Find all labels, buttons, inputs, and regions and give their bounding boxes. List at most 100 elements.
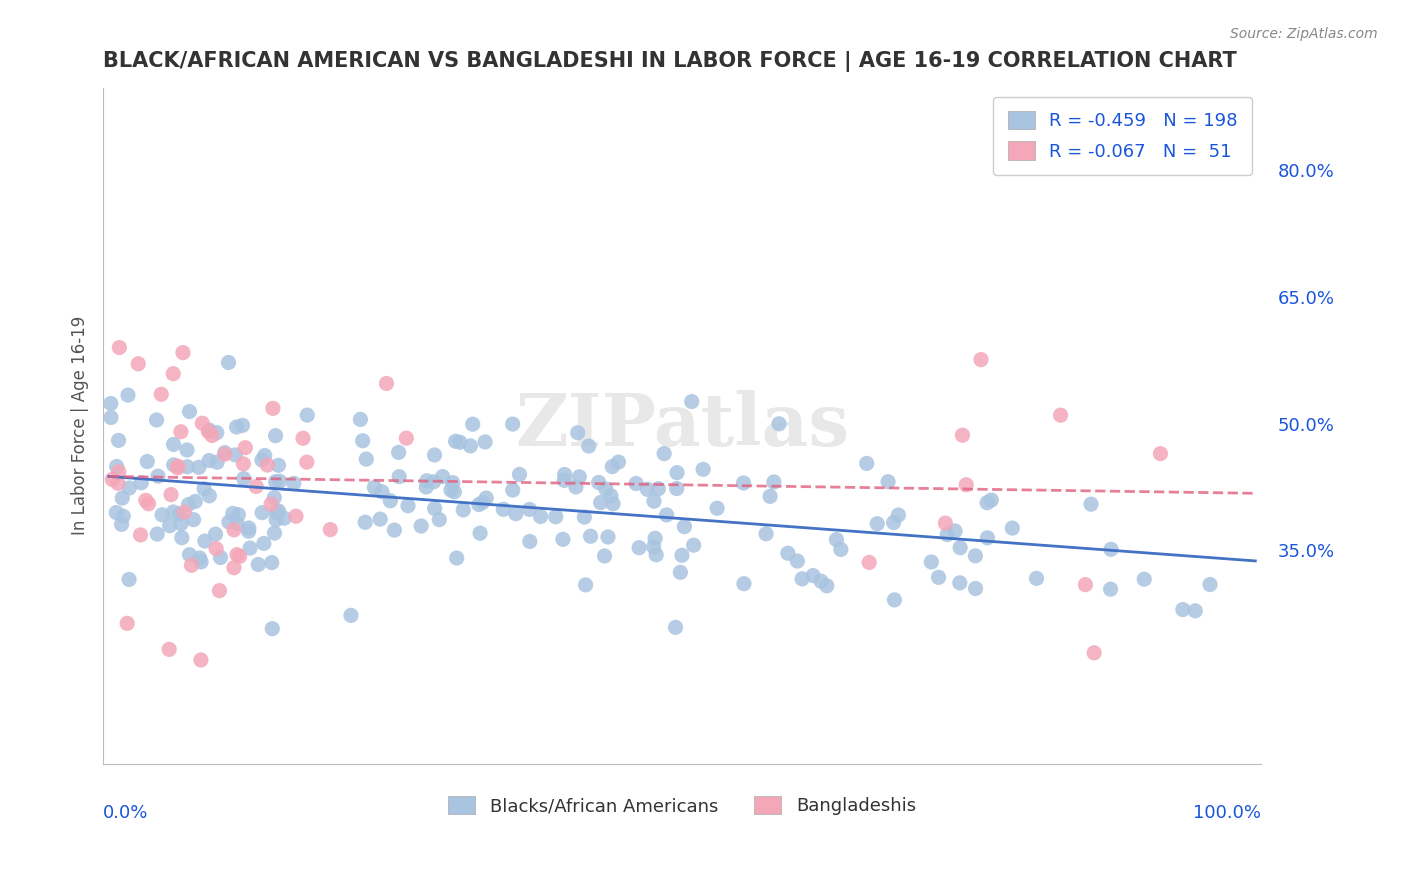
Bangladeshis — [197, 425, 219, 439]
Text: ZIPatlas: ZIPatlas — [515, 390, 849, 461]
Blacks/African Americans — [449, 435, 471, 450]
Blacks/African Americans — [105, 506, 128, 520]
Bangladeshis — [395, 431, 418, 445]
Blacks/African Americans — [231, 418, 253, 433]
Bangladeshis — [955, 478, 977, 492]
Blacks/African Americans — [655, 508, 678, 522]
Blacks/African Americans — [112, 509, 135, 524]
Blacks/African Americans — [260, 556, 283, 570]
Blacks/African Americans — [647, 482, 669, 496]
Bangladeshis — [226, 548, 249, 562]
Blacks/African Americans — [118, 481, 141, 495]
Blacks/African Americans — [706, 501, 728, 516]
Blacks/African Americans — [193, 482, 215, 496]
Blacks/African Americans — [250, 506, 273, 520]
Blacks/African Americans — [877, 475, 900, 489]
Blacks/African Americans — [492, 502, 515, 516]
Blacks/African Americans — [183, 513, 205, 527]
Blacks/African Americans — [159, 518, 181, 533]
Blacks/African Americans — [825, 533, 848, 547]
Bangladeshis — [1083, 646, 1105, 660]
Blacks/African Americans — [645, 548, 668, 562]
Blacks/African Americans — [1080, 497, 1102, 511]
Blacks/African Americans — [222, 507, 245, 521]
Blacks/African Americans — [553, 474, 575, 488]
Blacks/African Americans — [460, 439, 482, 453]
Blacks/African Americans — [176, 459, 198, 474]
Blacks/African Americans — [600, 459, 623, 474]
Blacks/African Americans — [267, 504, 290, 518]
Blacks/African Americans — [1184, 604, 1206, 618]
Y-axis label: In Labor Force | Age 16-19: In Labor Force | Age 16-19 — [72, 316, 89, 535]
Blacks/African Americans — [943, 524, 966, 538]
Blacks/African Americans — [263, 526, 285, 541]
Blacks/African Americans — [239, 541, 262, 555]
Blacks/African Americans — [169, 507, 191, 521]
Blacks/African Americans — [146, 527, 169, 541]
Blacks/African Americans — [363, 480, 385, 494]
Blacks/African Americans — [100, 410, 122, 425]
Blacks/African Americans — [759, 489, 782, 503]
Blacks/African Americans — [198, 489, 221, 503]
Blacks/African Americans — [866, 516, 889, 531]
Blacks/African Americans — [928, 570, 950, 584]
Bangladeshis — [222, 560, 245, 574]
Blacks/African Americans — [118, 573, 141, 587]
Blacks/African Americans — [1199, 577, 1222, 591]
Blacks/African Americans — [671, 549, 693, 563]
Bangladeshis — [101, 472, 124, 486]
Bangladeshis — [1049, 408, 1071, 422]
Bangladeshis — [173, 505, 195, 519]
Bangladeshis — [190, 653, 212, 667]
Blacks/African Americans — [665, 482, 688, 496]
Blacks/African Americans — [423, 448, 446, 462]
Blacks/African Americans — [415, 480, 437, 494]
Blacks/African Americans — [502, 483, 524, 497]
Blacks/African Americans — [762, 475, 785, 489]
Blacks/African Americans — [502, 417, 524, 431]
Blacks/African Americans — [266, 505, 288, 519]
Blacks/African Americans — [297, 408, 319, 422]
Blacks/African Americans — [776, 546, 799, 560]
Blacks/African Americans — [666, 466, 689, 480]
Blacks/African Americans — [117, 388, 139, 402]
Blacks/African Americans — [179, 404, 201, 418]
Blacks/African Americans — [810, 574, 832, 589]
Blacks/African Americans — [786, 554, 808, 568]
Blacks/African Americans — [190, 555, 212, 569]
Blacks/African Americans — [432, 469, 454, 483]
Blacks/African Americans — [194, 534, 217, 549]
Blacks/African Americans — [440, 483, 463, 497]
Blacks/African Americans — [1099, 582, 1122, 597]
Bangladeshis — [262, 401, 284, 416]
Blacks/African Americans — [226, 516, 249, 531]
Blacks/African Americans — [209, 550, 232, 565]
Bangladeshis — [129, 528, 152, 542]
Blacks/African Americans — [388, 469, 411, 483]
Blacks/African Americans — [673, 519, 696, 533]
Text: 0.0%: 0.0% — [103, 805, 149, 822]
Blacks/African Americans — [198, 453, 221, 467]
Blacks/African Americans — [396, 499, 419, 513]
Blacks/African Americans — [883, 593, 905, 607]
Blacks/African Americans — [692, 462, 714, 476]
Blacks/African Americans — [965, 582, 987, 596]
Bangladeshis — [245, 479, 267, 493]
Blacks/African Americans — [636, 483, 658, 497]
Blacks/African Americans — [264, 428, 287, 442]
Blacks/African Americans — [253, 536, 276, 550]
Blacks/African Americans — [411, 519, 433, 533]
Blacks/African Americans — [568, 470, 591, 484]
Bangladeshis — [108, 341, 131, 355]
Blacks/African Americans — [145, 413, 167, 427]
Blacks/African Americans — [883, 516, 905, 530]
Bangladeshis — [260, 497, 283, 511]
Bangladeshis — [205, 541, 228, 556]
Blacks/African Americans — [356, 452, 378, 467]
Bangladeshis — [157, 642, 180, 657]
Blacks/African Americans — [949, 575, 972, 590]
Blacks/African Americans — [681, 394, 703, 409]
Blacks/African Americans — [188, 551, 211, 566]
Blacks/African Americans — [936, 527, 959, 541]
Blacks/African Americans — [980, 493, 1002, 508]
